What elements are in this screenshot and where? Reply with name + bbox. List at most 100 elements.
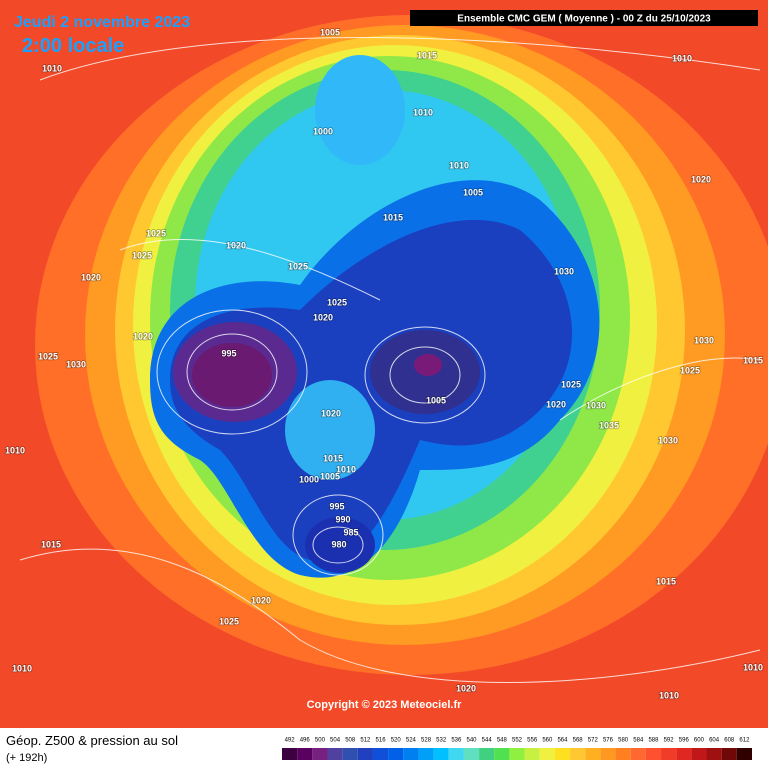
zone bbox=[285, 380, 375, 480]
isobar-label: 1020 bbox=[226, 240, 246, 250]
legend-swatch bbox=[539, 748, 555, 760]
isobar bbox=[559, 357, 761, 421]
legend: 492 496 500 504 508 512 516 520 524 528 532 536 540 5… bbox=[282, 738, 752, 760]
isobar-label: 1020 bbox=[133, 331, 153, 341]
low bbox=[414, 354, 442, 376]
legend-label: 560 bbox=[542, 738, 553, 744]
isobar-label: 1010 bbox=[42, 63, 62, 73]
isobar bbox=[119, 239, 381, 301]
isobar-label: 1030 bbox=[554, 266, 574, 276]
isobar-label: 1010 bbox=[449, 160, 469, 170]
legend-swatch bbox=[418, 748, 434, 760]
legend-label: 548 bbox=[497, 738, 508, 744]
legend-swatch bbox=[357, 748, 373, 760]
legend-swatch bbox=[615, 748, 631, 760]
legend-swatch bbox=[494, 748, 510, 760]
legend-swatch bbox=[463, 748, 480, 760]
legend-swatch bbox=[342, 748, 358, 760]
isobar-label: 1000 bbox=[299, 474, 319, 484]
legend-swatch bbox=[585, 748, 601, 760]
isobar-label: 1010 bbox=[12, 663, 32, 673]
isobar bbox=[312, 526, 364, 564]
isobar-label: 1000 bbox=[313, 126, 333, 136]
isobar-label: 990 bbox=[335, 514, 350, 524]
isobar-label: 1010 bbox=[336, 464, 356, 474]
legend-swatch bbox=[661, 748, 677, 760]
isobar-label: 1030 bbox=[694, 335, 714, 345]
isobars bbox=[19, 37, 761, 683]
legend-label: 540 bbox=[467, 738, 478, 744]
legend-label: 532 bbox=[436, 738, 447, 744]
legend-label: 600 bbox=[694, 738, 705, 744]
isobar-label: 1020 bbox=[321, 408, 341, 418]
legend-label: 612 bbox=[739, 738, 750, 744]
isobar bbox=[389, 346, 461, 404]
legend-swatch bbox=[630, 748, 646, 760]
legend-swatch bbox=[570, 748, 586, 760]
isobar-label: 980 bbox=[331, 539, 346, 549]
isobar bbox=[364, 326, 486, 424]
legend-swatch bbox=[691, 748, 707, 760]
footer-title: Géop. Z500 & pression au sol bbox=[6, 733, 178, 748]
isobar-label: 1015 bbox=[656, 576, 676, 586]
legend-swatch bbox=[327, 748, 343, 760]
isobar-label: 1030 bbox=[586, 400, 606, 410]
isobar-label: 1025 bbox=[132, 250, 152, 260]
legend-swatch bbox=[282, 748, 298, 760]
isobar-label: 1015 bbox=[743, 355, 763, 365]
legend-swatch bbox=[509, 748, 525, 760]
isobar-label: 1015 bbox=[323, 453, 343, 463]
legend-label: 512 bbox=[360, 738, 371, 744]
legend-label: 508 bbox=[345, 738, 356, 744]
time: 2:00 locale bbox=[22, 35, 124, 57]
legend-label: 492 bbox=[285, 738, 296, 744]
legend-label: 564 bbox=[557, 738, 568, 744]
isobar-label: 1020 bbox=[81, 272, 101, 282]
isobar bbox=[292, 494, 384, 576]
isobar-label: 1025 bbox=[561, 379, 581, 389]
isobar-label: 1020 bbox=[691, 174, 711, 184]
isobar-label: 1025 bbox=[219, 616, 239, 626]
isobar-labels: 1005101510101010101010001010100510201015… bbox=[4, 27, 764, 702]
legend-swatch bbox=[372, 748, 389, 760]
isobar-label: 1025 bbox=[327, 297, 347, 307]
isobar-label: 1020 bbox=[456, 683, 476, 693]
isobar-label: 1005 bbox=[463, 187, 483, 197]
date: Jeudi 2 novembre 2023 bbox=[14, 14, 190, 31]
legend-label: 572 bbox=[588, 738, 599, 744]
isobar-label: 1010 bbox=[672, 53, 692, 63]
isobar-label: 1015 bbox=[383, 212, 403, 222]
legend-label: 596 bbox=[679, 738, 690, 744]
isobar-label: 1015 bbox=[41, 539, 61, 549]
legend-label: 524 bbox=[406, 738, 417, 744]
isobar bbox=[156, 309, 308, 435]
legend-swatch bbox=[479, 748, 495, 760]
header-box bbox=[410, 10, 758, 26]
isobar-label: 995 bbox=[221, 348, 236, 358]
legend-swatch bbox=[600, 748, 616, 760]
isobar-label: 1005 bbox=[320, 27, 340, 37]
isobar-label: 995 bbox=[329, 501, 344, 511]
isobar-label: 1010 bbox=[743, 662, 763, 672]
legend-label: 504 bbox=[330, 738, 341, 744]
legend-swatch bbox=[297, 748, 313, 760]
isobar-label: 1020 bbox=[313, 312, 333, 322]
legend-label: 528 bbox=[421, 738, 432, 744]
low bbox=[192, 343, 272, 407]
legend-label: 544 bbox=[482, 738, 493, 744]
isobar-label: 1025 bbox=[288, 261, 308, 271]
legend-label: 520 bbox=[391, 738, 402, 744]
legend-label: 496 bbox=[300, 738, 311, 744]
legend-swatch bbox=[448, 748, 464, 760]
legend-label: 584 bbox=[633, 738, 644, 744]
legend-label: 580 bbox=[618, 738, 629, 744]
isobar-label: 1035 bbox=[599, 420, 619, 430]
legend-swatch bbox=[645, 748, 662, 760]
model-run: Ensemble CMC GEM ( Moyenne ) - 00 Z du 2… bbox=[457, 14, 711, 25]
isobar-label: 1020 bbox=[546, 399, 566, 409]
legend-swatch bbox=[433, 748, 449, 760]
isobar-label: 1010 bbox=[659, 690, 679, 700]
legend-swatch bbox=[388, 748, 404, 760]
legend-label: 500 bbox=[315, 738, 326, 744]
